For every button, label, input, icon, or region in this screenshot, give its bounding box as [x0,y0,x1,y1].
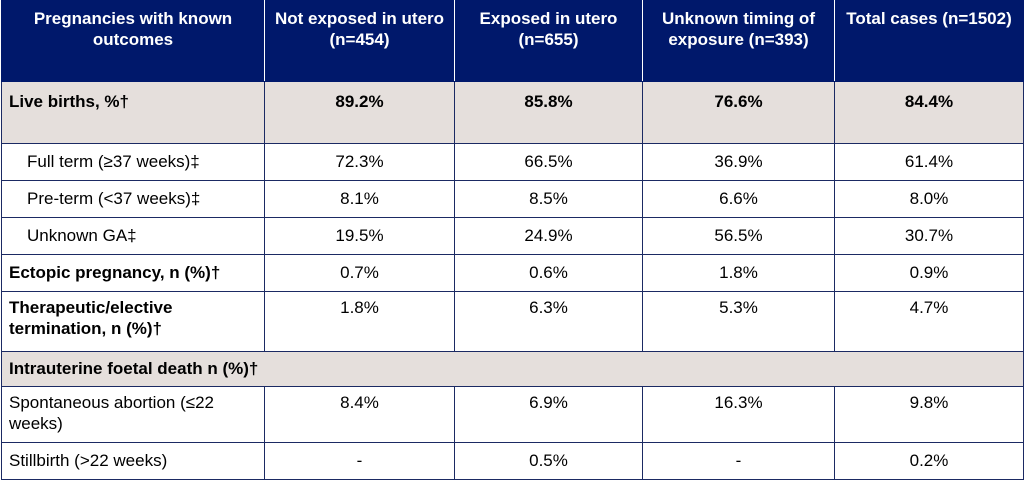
cell-value: 56.5% [642,217,835,255]
header-unknown-timing: Unknown timing of exposure (n=393) [642,0,835,82]
cell-value: 8.1% [264,180,455,218]
cell-value: 84.4% [834,81,1024,144]
cell-value: 0.6% [454,254,643,292]
cell-value: 89.2% [264,81,455,144]
row-intrauterine-header: Intrauterine foetal death n (%)† [1,351,1024,387]
row-spontaneous-abortion: Spontaneous abortion (≤22 weeks) 8.4% 6.… [1,386,1024,443]
cell-value: 0.7% [264,254,455,292]
row-label: Ectopic pregnancy, n (%)† [1,254,265,292]
cell-value: 1.8% [264,291,455,352]
cell-value: 24.9% [454,217,643,255]
row-unknown-ga: Unknown GA‡ 19.5% 24.9% 56.5% 30.7% [1,217,1024,255]
cell-value: 6.9% [454,386,643,443]
cell-value: 8.4% [264,386,455,443]
cell-value: 1.8% [642,254,835,292]
cell-value: 85.8% [454,81,643,144]
row-label: Live births, %† [1,81,265,144]
cell-value: - [264,442,455,480]
row-label: Unknown GA‡ [1,217,265,255]
cell-value: 16.3% [642,386,835,443]
cell-value: 4.7% [834,291,1024,352]
cell-value: 76.6% [642,81,835,144]
row-stillbirth: Stillbirth (>22 weeks) - 0.5% - 0.2% [1,442,1024,480]
row-label: Therapeutic/elective termination, n (%)† [1,291,265,352]
cell-value: 66.5% [454,143,643,181]
row-ectopic: Ectopic pregnancy, n (%)† 0.7% 0.6% 1.8%… [1,254,1024,292]
cell-value: 8.5% [454,180,643,218]
cell-value: 19.5% [264,217,455,255]
header-row: Pregnancies with known outcomes Not expo… [1,0,1024,82]
row-label: Pre-term (<37 weeks)‡ [1,180,265,218]
cell-value: 0.5% [454,442,643,480]
cell-value: 8.0% [834,180,1024,218]
cell-value: 72.3% [264,143,455,181]
cell-value: 6.6% [642,180,835,218]
section-label: Intrauterine foetal death n (%)† [1,351,1024,387]
row-full-term: Full term (≥37 weeks)‡ 72.3% 66.5% 36.9%… [1,143,1024,181]
cell-value: 61.4% [834,143,1024,181]
cell-value: 30.7% [834,217,1024,255]
row-label: Full term (≥37 weeks)‡ [1,143,265,181]
header-not-exposed: Not exposed in utero (n=454) [264,0,455,82]
cell-value: - [642,442,835,480]
header-outcomes: Pregnancies with known outcomes [1,0,265,82]
row-label: Stillbirth (>22 weeks) [1,442,265,480]
cell-value: 36.9% [642,143,835,181]
cell-value: 0.9% [834,254,1024,292]
cell-value: 0.2% [834,442,1024,480]
cell-value: 5.3% [642,291,835,352]
cell-value: 6.3% [454,291,643,352]
row-live-births: Live births, %† 89.2% 85.8% 76.6% 84.4% [1,81,1024,144]
row-label: Spontaneous abortion (≤22 weeks) [1,386,265,443]
cell-value: 9.8% [834,386,1024,443]
header-total: Total cases (n=1502) [834,0,1024,82]
row-termination: Therapeutic/elective termination, n (%)†… [1,291,1024,352]
header-exposed: Exposed in utero (n=655) [454,0,643,82]
row-pre-term: Pre-term (<37 weeks)‡ 8.1% 8.5% 6.6% 8.0… [1,180,1024,218]
